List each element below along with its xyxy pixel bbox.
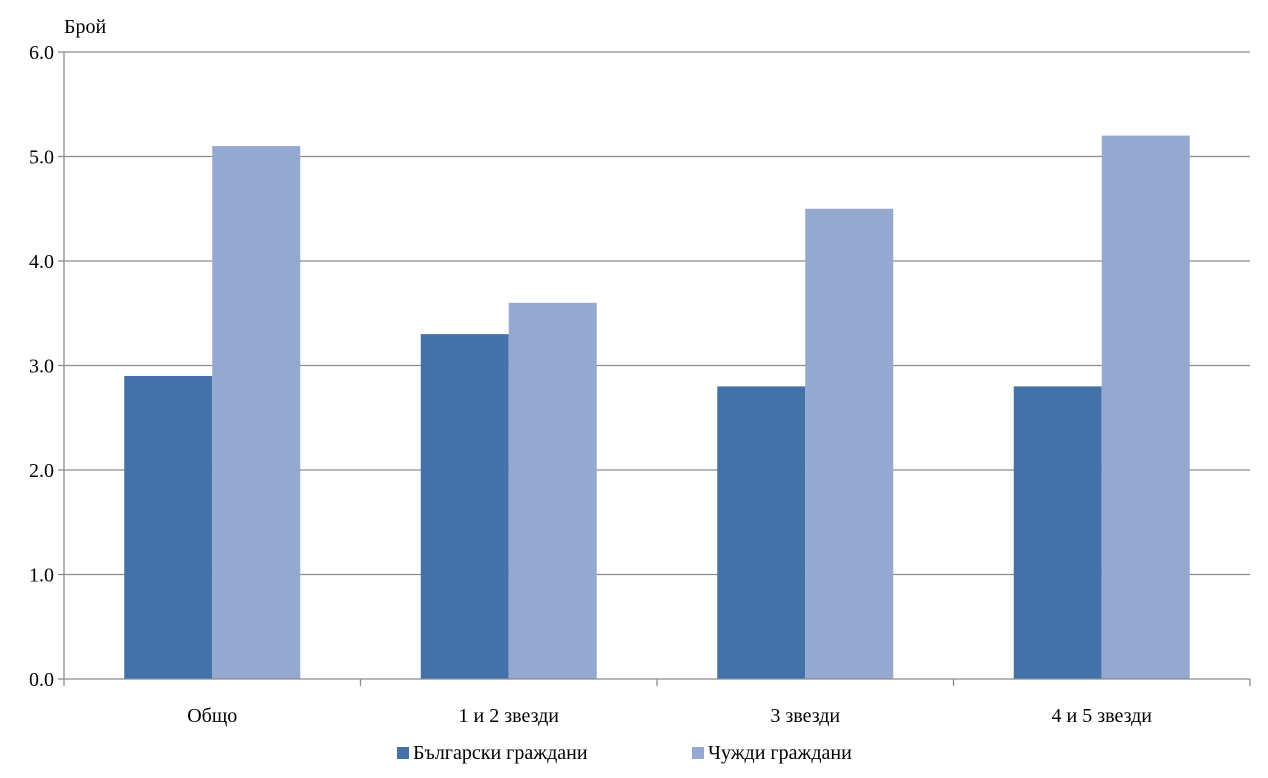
labels: 0.0 1.0 2.0 3.0 4.0 5.0 6.0 Брой Общо 1 и 2 звезд… [29,16,1152,727]
y-tick-label: 0.0 [29,669,54,691]
x-tick-label: Общо [187,705,237,727]
legend-label: Чужди граждани [708,742,852,764]
x-tick-label: 1 и 2 звезди [459,705,560,727]
axes [58,51,1251,686]
legend: Български граждани Чужди граждани [397,742,852,764]
y-tick-label: 3.0 [29,356,54,378]
legend-swatch [397,747,409,759]
bar [212,146,301,680]
y-tick-label: 1.0 [29,565,54,587]
bar [124,375,213,679]
bar [1101,135,1190,680]
bar [717,386,806,679]
y-tick-label: 5.0 [29,147,54,169]
y-tick-label: 6.0 [29,42,54,64]
bar [1013,386,1102,679]
x-tick-label: 4 и 5 звезди [1052,705,1153,727]
y-axis-label: Брой [64,16,106,38]
bar [420,334,509,679]
y-tick-label: 4.0 [29,251,54,273]
bar [805,208,894,679]
legend-label: Български граждани [413,742,588,764]
legend-swatch [692,747,704,759]
bars [124,135,1190,680]
x-tick-label: 3 звезди [770,705,840,727]
y-tick-label: 2.0 [29,460,54,482]
bar [508,302,597,679]
